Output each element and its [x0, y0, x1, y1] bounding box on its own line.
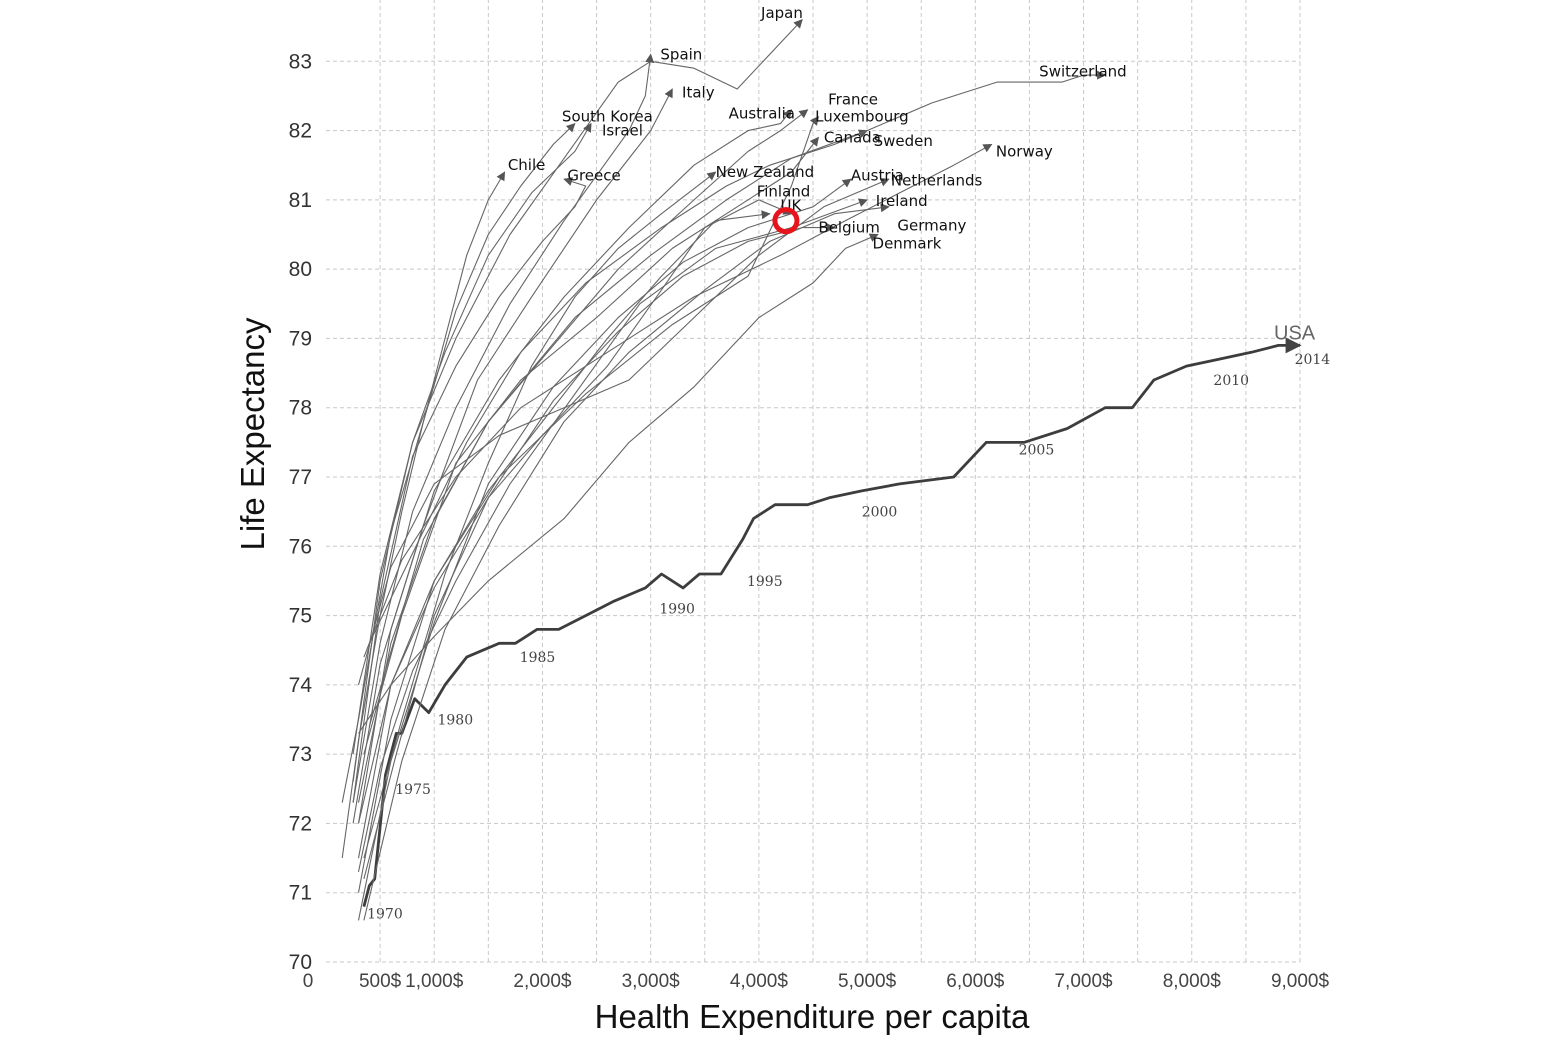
country-label-france: France [828, 90, 878, 108]
x-tick-label-0: 0 [303, 971, 314, 992]
grid [326, 0, 1301, 963]
year-label-1980: 1980 [437, 713, 473, 729]
annotations: 1970 1975 1980 1985 1990 1995 2000 2005 2010 2014… [367, 4, 1330, 923]
country-label-finland: Finland [757, 183, 811, 201]
country-label-italy: Italy [682, 83, 715, 101]
series-line-finland [357, 210, 771, 859]
series-line-chile [341, 171, 506, 859]
highlight-layer [772, 207, 800, 235]
y-tick-label-73: 73 [289, 743, 312, 766]
x-axis-title: Health Expenditure per capita [595, 998, 1030, 1035]
y-tick-label-82: 82 [289, 120, 312, 143]
country-label-canada: Canada [824, 129, 881, 147]
series-line-denmark [358, 233, 879, 734]
year-label-2014: 2014 [1295, 352, 1331, 368]
series-line-australia [357, 109, 792, 824]
year-label-2000: 2000 [862, 505, 898, 521]
x-tick-label-500: 500$ [359, 971, 402, 992]
y-tick-label-70: 70 [289, 951, 312, 974]
series-line-new-zealand [363, 171, 717, 859]
series-line-greece [352, 177, 587, 803]
series-line-canada [363, 136, 819, 755]
series-line-france [357, 109, 809, 803]
y-tick-label-80: 80 [289, 258, 312, 281]
series-line-ireland [357, 198, 868, 873]
series-line-austria [357, 178, 852, 921]
y-tick-label-79: 79 [289, 327, 312, 350]
country-label-belgium: Belgium [818, 219, 880, 237]
country-label-greece: Greece [567, 167, 620, 185]
y-tick-label-78: 78 [289, 397, 312, 420]
series-line-usa [362, 337, 1302, 907]
country-label-south-korea: South Korea [562, 108, 653, 126]
country-label-switzerland: Switzerland [1039, 63, 1127, 81]
series-line-japan [352, 19, 803, 782]
x-tick-label-3-000: 3,000$ [622, 971, 681, 992]
country-label-usa: USA [1274, 322, 1316, 344]
country-label-australia: Australia [729, 104, 795, 122]
country-label-japan: Japan [760, 4, 803, 22]
y-tick-label-71: 71 [289, 882, 312, 905]
country-label-germany: Germany [897, 216, 966, 234]
series-line-germany [363, 203, 890, 921]
axes: 70 71 72 73 74 75 76 77 78 79 80 81 82 83 84 0 500$1,000… [234, 0, 1329, 1035]
year-label-1990: 1990 [659, 602, 695, 618]
series-line-switzerland [368, 70, 1107, 727]
country-label-norway: Norway [996, 142, 1053, 160]
x-tick-label-2-000: 2,000$ [513, 971, 572, 992]
series-line-south-korea [341, 122, 576, 803]
country-label-chile: Chile [508, 156, 546, 174]
y-tick-label-81: 81 [289, 189, 312, 212]
year-label-1995: 1995 [747, 574, 783, 590]
country-label-sweden: Sweden [874, 132, 933, 150]
y-tick-label-72: 72 [289, 812, 312, 835]
country-label-netherlands: Netherlands [891, 171, 983, 189]
country-label-israel: Israel [602, 122, 643, 140]
year-label-2005: 2005 [1019, 442, 1055, 458]
series-line-uk [357, 199, 793, 824]
x-tick-label-7-000: 7,000$ [1054, 971, 1113, 992]
series-line-italy [352, 88, 673, 824]
y-tick-label-84: 84 [289, 0, 313, 4]
y-tick-label-74: 74 [289, 674, 313, 697]
y-tick-label-83: 83 [289, 50, 312, 73]
country-label-austria: Austria [851, 167, 904, 185]
country-label-luxembourg: Luxembourg [815, 108, 909, 126]
x-tick-label-1-000: 1,000$ [405, 971, 464, 992]
year-label-1985: 1985 [520, 650, 556, 666]
country-label-new-zealand: New Zealand [716, 163, 815, 181]
series-line-luxembourg [357, 115, 819, 893]
series-line-norway [363, 143, 993, 658]
country-label-ireland: Ireland [876, 192, 928, 210]
y-axis-title: Life Expectancy [234, 317, 271, 550]
year-label-1975: 1975 [395, 782, 431, 798]
x-tick-label-6-000: 6,000$ [946, 971, 1005, 992]
highlight-ring-marker [772, 207, 800, 235]
x-tick-label-5-000: 5,000$ [838, 971, 897, 992]
series-line-belgium [363, 223, 836, 880]
y-tick-label-76: 76 [289, 535, 312, 558]
series-line-israel [352, 122, 592, 755]
year-label-1970: 1970 [367, 907, 403, 923]
x-tick-label-9-000: 9,000$ [1271, 971, 1330, 992]
series-group [341, 19, 1302, 921]
country-label-denmark: Denmark [873, 235, 942, 253]
x-tick-label-4-000: 4,000$ [730, 971, 789, 992]
y-tick-label-77: 77 [289, 466, 312, 489]
x-tick-label-8-000: 8,000$ [1163, 971, 1222, 992]
year-label-2010: 2010 [1213, 373, 1249, 389]
y-tick-label-75: 75 [289, 605, 312, 628]
country-label-spain: Spain [660, 45, 702, 63]
